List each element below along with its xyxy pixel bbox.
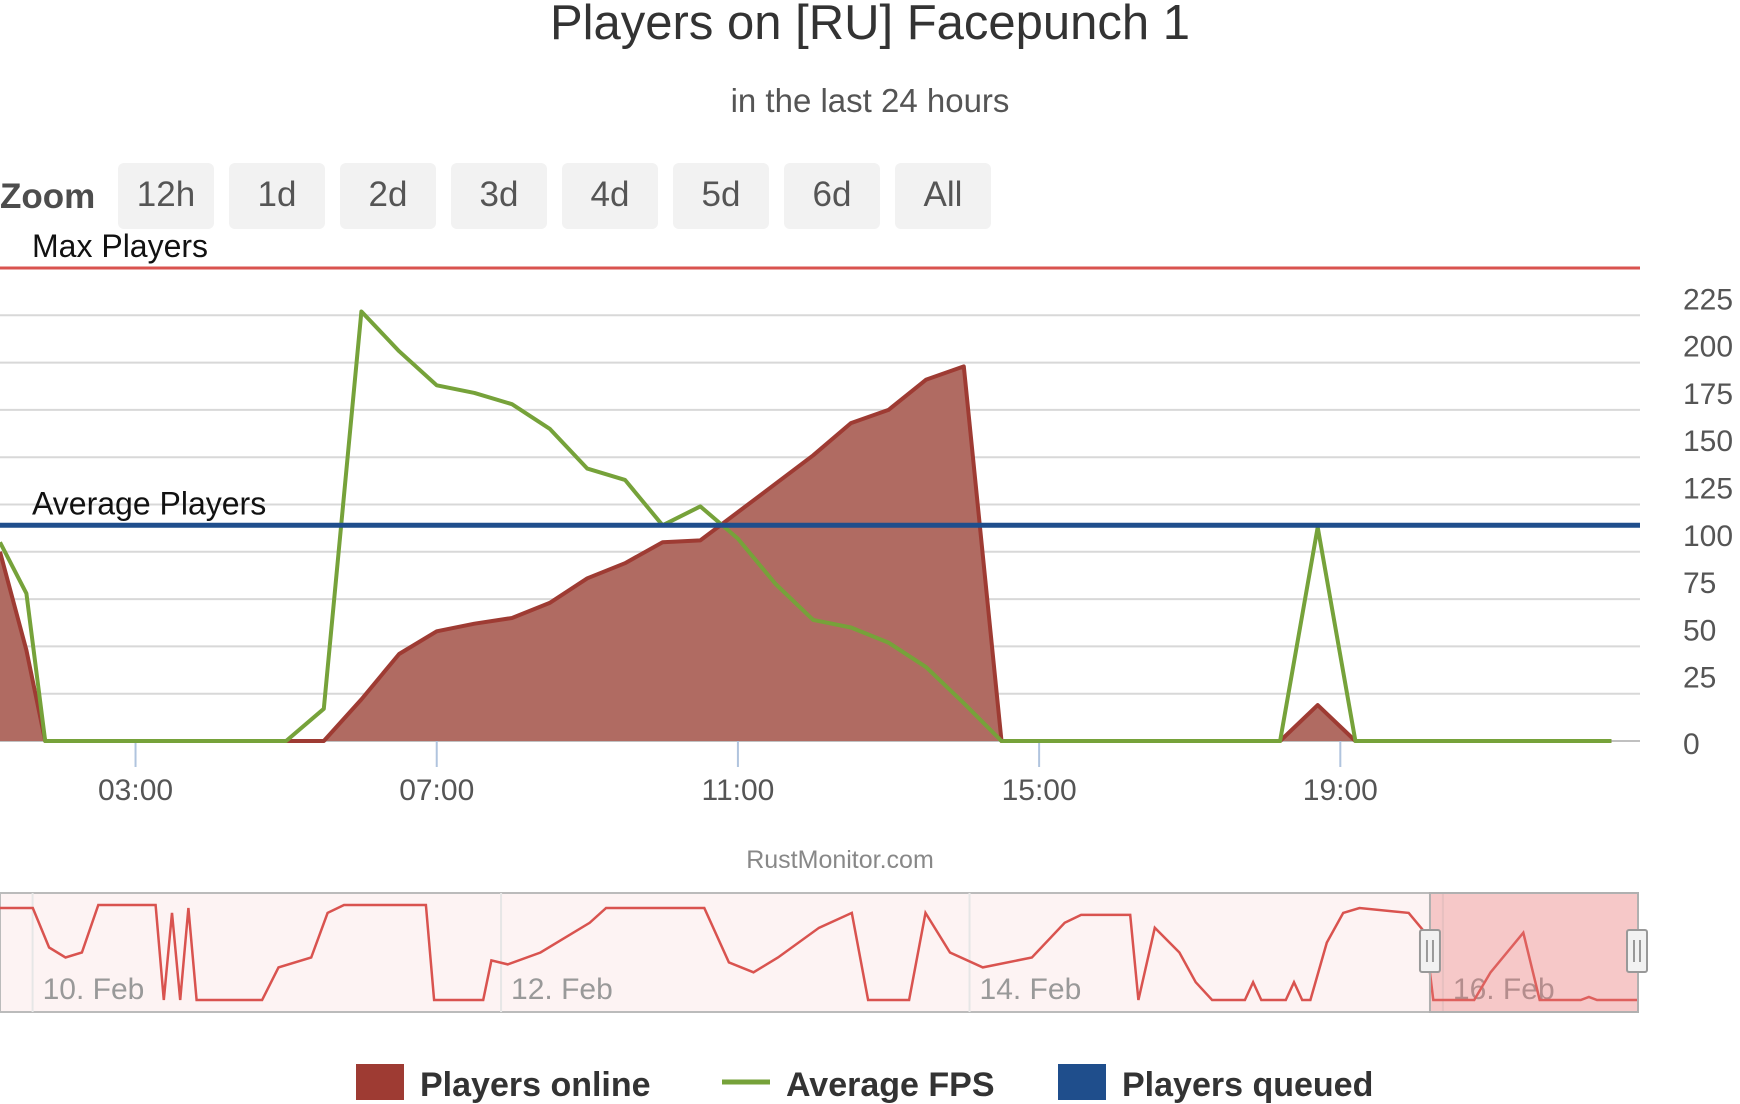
zoom-button-label[interactable]: 4d	[591, 175, 630, 214]
y-tick-label: 125	[1683, 473, 1733, 506]
navigator-series-line	[0, 903, 1638, 1002]
y-tick-label: 225	[1683, 283, 1733, 316]
zoom-button-label[interactable]: All	[924, 175, 963, 214]
zoom-button-bg[interactable]	[229, 163, 325, 229]
zoom-button-bg[interactable]	[562, 163, 658, 229]
chart-subtitle: in the last 24 hours	[731, 82, 1010, 119]
legend-item-average-fps[interactable]: Average FPS	[722, 1066, 995, 1104]
x-tick-label: 15:00	[1002, 774, 1077, 807]
zoom-button-label[interactable]: 12h	[137, 175, 195, 214]
y-tick-label: 175	[1683, 378, 1733, 411]
x-tick-label: 03:00	[98, 774, 173, 807]
players-online-area	[0, 366, 1612, 741]
chart-title: Players on [RU] Facepunch 1	[550, 0, 1190, 50]
zoom-button-3d[interactable]: 3d	[451, 163, 547, 229]
y-tick-label: 200	[1683, 331, 1733, 364]
y-tick-label: 100	[1683, 520, 1733, 553]
y-tick-label: 50	[1683, 614, 1716, 647]
navigator-date-label: 14. Feb	[980, 973, 1082, 1006]
legend-item-players-online[interactable]: Players online	[356, 1064, 651, 1104]
legend-symbol	[356, 1064, 404, 1100]
legend-symbol	[1058, 1064, 1106, 1100]
credits-link[interactable]: RustMonitor.com	[746, 846, 934, 874]
zoom-button-2d[interactable]: 2d	[340, 163, 436, 229]
zoom-button-group: 12h 1d 2d 3d 4d 5d 6d All	[118, 163, 991, 229]
y-tick-label: 150	[1683, 425, 1733, 458]
navigator-handle-right[interactable]	[1626, 929, 1648, 973]
zoom-button-bg[interactable]	[340, 163, 436, 229]
y-tick-label: 25	[1683, 662, 1716, 695]
zoom-button-12h[interactable]: 12h	[118, 163, 214, 229]
zoom-button-bg[interactable]	[673, 163, 769, 229]
zoom-button-label[interactable]: 2d	[369, 175, 408, 214]
zoom-button-5d[interactable]: 5d	[673, 163, 769, 229]
legend: Players online Average FPS Players queued	[356, 1064, 1373, 1104]
y-axis: 0 25 50 75 100 125 150 175 200 225	[1683, 283, 1733, 761]
zoom-button-label[interactable]: 1d	[258, 175, 297, 214]
navigator-date-label: 10. Feb	[43, 973, 145, 1006]
zoom-button-bg[interactable]	[784, 163, 880, 229]
zoom-button-bg[interactable]	[895, 163, 991, 229]
plot-lines: Max Players Average Players	[0, 228, 1640, 528]
x-tick-label: 07:00	[399, 774, 474, 807]
zoom-button-label[interactable]: 5d	[702, 175, 741, 214]
navigator-background	[0, 892, 1639, 1013]
legend-label[interactable]: Players queued	[1122, 1066, 1373, 1104]
legend-label[interactable]: Average FPS	[786, 1066, 995, 1104]
legend-label[interactable]: Players online	[420, 1066, 651, 1104]
zoom-button-bg[interactable]	[451, 163, 547, 229]
navigator-handle-body[interactable]	[1418, 929, 1441, 973]
legend-item-players-queued[interactable]: Players queued	[1058, 1064, 1373, 1104]
max-players-label: Max Players	[32, 228, 208, 264]
navigator-selection[interactable]	[1428, 892, 1639, 1013]
zoom-button-label[interactable]: 6d	[813, 175, 852, 214]
y-tick-label: 0	[1683, 728, 1700, 761]
zoom-button-bg[interactable]	[118, 163, 214, 229]
x-tick-label: 11:00	[701, 774, 774, 807]
zoom-button-4d[interactable]: 4d	[562, 163, 658, 229]
navigator-handle-body[interactable]	[1626, 929, 1648, 973]
zoom-label: Zoom	[0, 177, 95, 216]
zoom-button-All[interactable]: All	[895, 163, 991, 229]
x-axis: 03:00 07:00 11:00 15:00 19:00	[98, 741, 1378, 807]
average-players-label: Average Players	[32, 485, 266, 521]
x-tick-label: 19:00	[1303, 774, 1378, 807]
players-online-line	[0, 364, 1612, 743]
navigator-date-label: 12. Feb	[511, 973, 613, 1006]
zoom-button-6d[interactable]: 6d	[784, 163, 880, 229]
zoom-button-1d[interactable]: 1d	[229, 163, 325, 229]
navigator-handle-left[interactable]	[1418, 929, 1441, 973]
zoom-button-label[interactable]: 3d	[480, 175, 519, 214]
y-tick-label: 75	[1683, 567, 1716, 600]
